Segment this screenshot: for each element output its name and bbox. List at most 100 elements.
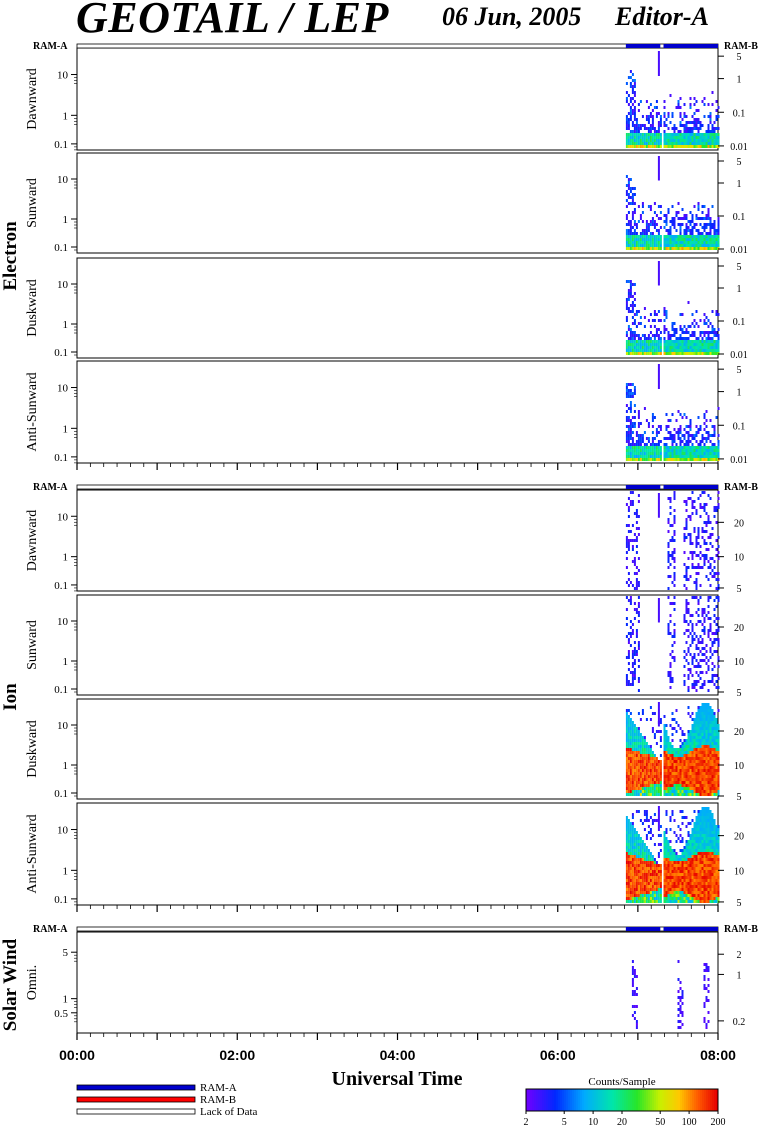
spectrogram-cell [649, 760, 652, 763]
spectrogram-cell [687, 343, 690, 346]
group-label: Ion [0, 683, 21, 711]
spectrogram-cell [683, 751, 686, 754]
spectrogram-cell [713, 718, 716, 721]
spectrogram-cell [679, 787, 682, 790]
spectrogram-cell [709, 238, 712, 241]
spectrogram-cell [625, 787, 628, 790]
spectrogram-cell [711, 130, 714, 133]
spectrogram-cell [655, 867, 658, 870]
right-tick-label: 0.1 [733, 212, 746, 223]
spectrogram-cell [625, 852, 628, 855]
spectrogram-cell [679, 810, 682, 813]
spectrogram-cell [629, 304, 632, 307]
spectrogram-cell [625, 793, 628, 796]
spectrogram-cell [635, 127, 638, 130]
spectrogram-cell [625, 217, 628, 220]
spectrogram-cell [651, 136, 654, 139]
spectrogram-cell [707, 434, 710, 437]
spectrogram-cell [655, 139, 658, 142]
spectrogram-cell [687, 840, 690, 843]
spectrogram-cell [717, 455, 720, 458]
spectrogram-cell [673, 775, 676, 778]
spectrogram-cell [679, 247, 682, 250]
spectrogram-cell [695, 715, 698, 718]
spectrogram-cell [669, 855, 672, 858]
spectrogram-cell [715, 724, 718, 727]
spectrogram-cell [681, 882, 684, 885]
spectrogram-cell [683, 816, 686, 819]
spectrogram-cell [711, 787, 714, 790]
spectrogram-cell [711, 763, 714, 766]
panel-frame [76, 594, 719, 696]
spectrogram-cell [703, 557, 706, 560]
spectrogram-cell [691, 142, 694, 145]
spectrogram-cell [691, 343, 694, 346]
spectrogram-cell [633, 94, 636, 97]
spectrogram-cell [627, 280, 630, 283]
spectrogram-cell [709, 650, 712, 653]
spectrogram-cell [703, 861, 706, 864]
spectrogram-cell [713, 778, 716, 781]
spectrogram-cell [677, 136, 680, 139]
spectrogram-cell [711, 145, 714, 148]
spectrogram-cell [703, 837, 706, 840]
spectrogram-cell [689, 834, 692, 837]
spectrogram-cell [703, 828, 706, 831]
spectrogram-cell [709, 115, 712, 118]
right-tick-label: 5 [737, 792, 742, 803]
spectrogram-cell [673, 772, 676, 775]
spectrogram-cell [665, 736, 668, 739]
spectrogram-cell [697, 229, 700, 232]
spectrogram-cell [625, 386, 628, 389]
spectrogram-cell [643, 787, 646, 790]
spectrogram-cell [715, 100, 718, 103]
spectrogram-cell [703, 963, 706, 966]
spectrogram-cell [691, 897, 694, 900]
spectrogram-cell [715, 452, 718, 455]
spectrogram-cell [637, 494, 640, 497]
spectrogram-cell [631, 867, 634, 870]
spectrogram-cell [645, 238, 648, 241]
spectrogram-cell [667, 745, 670, 748]
spectrogram-cell [625, 343, 628, 346]
spectrogram-cell [693, 724, 696, 727]
spectrogram-cell [697, 653, 700, 656]
spectrogram-cell [673, 346, 676, 349]
spectrogram-cell [717, 724, 720, 727]
spectrogram-cell [711, 527, 714, 530]
spectrogram-cell [625, 760, 628, 763]
spectrogram-cell [695, 882, 698, 885]
spectrogram-cell [687, 331, 690, 334]
spectrogram-cell [655, 894, 658, 897]
spectrogram-cell [627, 241, 630, 244]
spectrogram-cell [709, 748, 712, 751]
spectrogram-cell [641, 229, 644, 232]
spectrogram-cell [683, 112, 686, 115]
spectrogram-cell [625, 142, 628, 145]
spectrogram-cell [653, 106, 656, 109]
spectrogram-cell [709, 712, 712, 715]
spectrogram-cell [629, 70, 632, 73]
spectrogram-cell [643, 229, 646, 232]
spectrogram-cell [691, 352, 694, 355]
spectrogram-cell [705, 876, 708, 879]
spectrogram-cell [715, 686, 718, 689]
spectrogram-cell [631, 383, 634, 386]
spectrogram-cell [705, 742, 708, 745]
spectrogram-cell [639, 787, 642, 790]
spectrogram-cell [653, 858, 656, 861]
spectrogram-cell [677, 879, 680, 882]
spectrogram-cell [693, 235, 696, 238]
spectrogram-cell [667, 449, 670, 452]
spectrogram-cell [707, 115, 710, 118]
spectrogram-cell [627, 389, 630, 392]
spectrogram-cell [699, 739, 702, 742]
spectrogram-cell [659, 721, 662, 724]
spectrogram-cell [647, 897, 650, 900]
spectrogram-cell [627, 837, 630, 840]
spectrogram-cell [689, 352, 692, 355]
spectrogram-cell [697, 748, 700, 751]
spectrogram-cell [693, 825, 696, 828]
spectrogram-cell [659, 843, 662, 846]
spectrogram-cell [643, 745, 646, 748]
